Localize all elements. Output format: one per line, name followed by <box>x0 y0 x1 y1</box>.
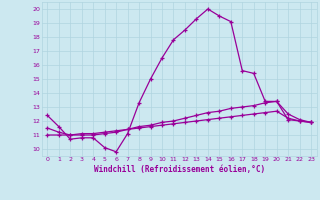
X-axis label: Windchill (Refroidissement éolien,°C): Windchill (Refroidissement éolien,°C) <box>94 165 265 174</box>
